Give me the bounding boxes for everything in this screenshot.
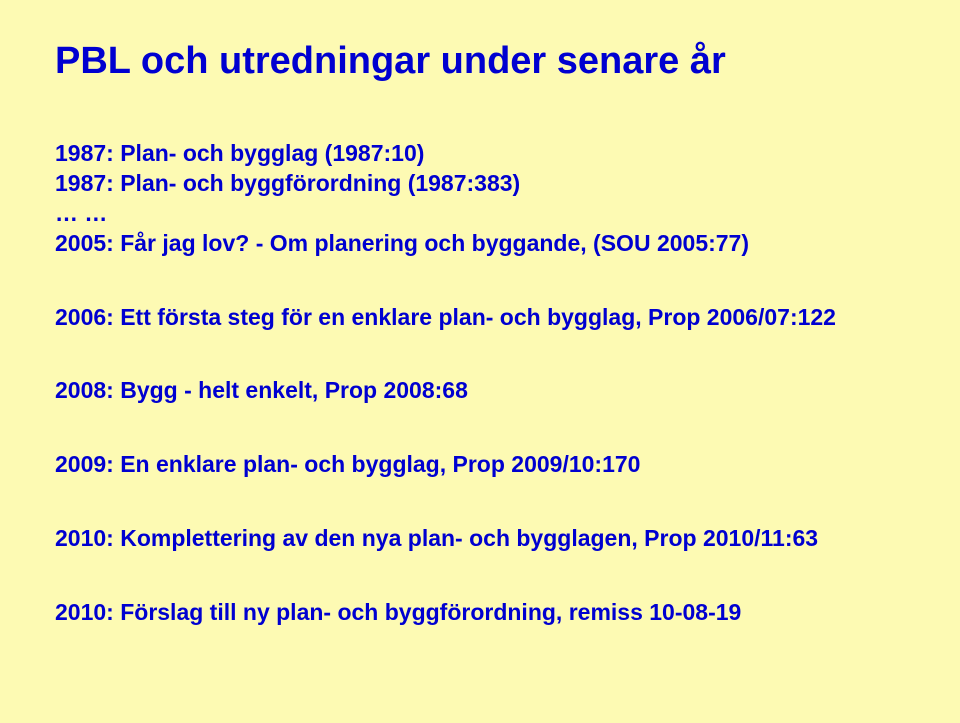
slide-title: PBL och utredningar under senare år — [55, 40, 905, 83]
body-line-7: 2010: Komplettering av den nya plan- och… — [55, 524, 905, 554]
body-line-6: 2009: En enklare plan- och bygglag, Prop… — [55, 450, 905, 480]
body-line-1: 1987: Plan- och byggförordning (1987:383… — [55, 169, 905, 199]
body-line-5: 2008: Bygg - helt enkelt, Prop 2008:68 — [55, 376, 905, 406]
spacer — [55, 406, 905, 450]
spacer — [55, 332, 905, 376]
spacer — [55, 480, 905, 524]
slide: PBL och utredningar under senare år 1987… — [0, 0, 960, 723]
ellipsis-line: … … — [55, 199, 905, 229]
body-line-0: 1987: Plan- och bygglag (1987:10) — [55, 139, 905, 169]
spacer — [55, 259, 905, 303]
body-line-3: 2005: Får jag lov? - Om planering och by… — [55, 229, 905, 259]
body-line-8: 2010: Förslag till ny plan- och byggföro… — [55, 598, 905, 628]
body-line-4: 2006: Ett första steg för en enklare pla… — [55, 303, 905, 333]
spacer — [55, 554, 905, 598]
